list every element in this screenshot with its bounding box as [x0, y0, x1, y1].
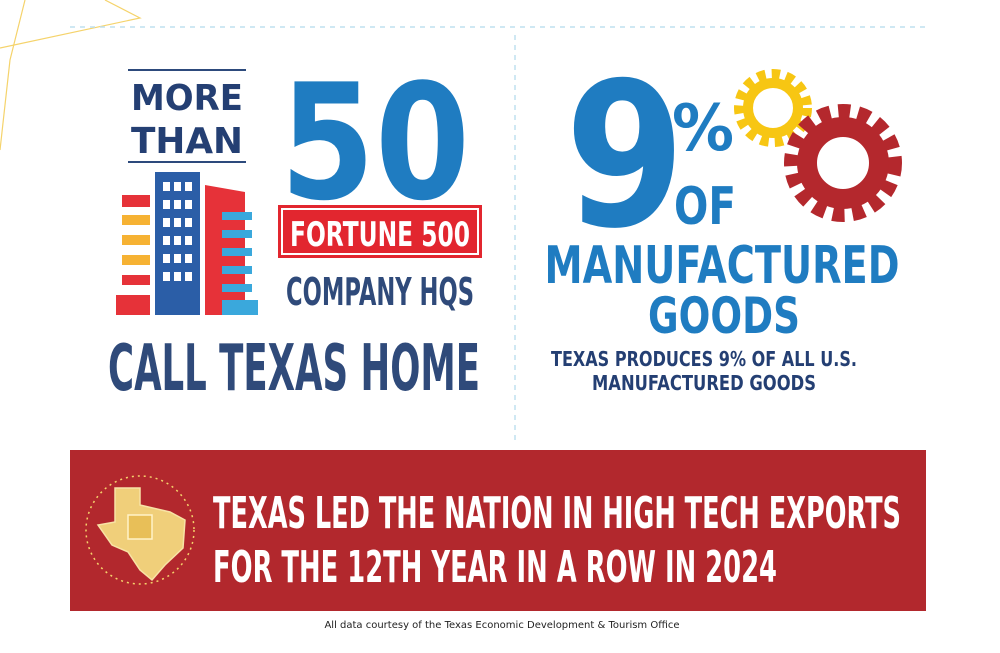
connector-text: OF: [674, 177, 736, 237]
lead-text: MORE: [131, 78, 243, 119]
gear-red: [784, 104, 902, 222]
closing-text: CALL TEXAS HOME: [108, 332, 480, 406]
banner-text: TEXAS LED THE NATION IN HIGH TECH EXPORT…: [213, 488, 901, 539]
headline-number: 50: [280, 49, 470, 236]
lead-text: THAN: [131, 121, 243, 162]
subject-text: MANUFACTURED: [545, 236, 900, 296]
subject-text: COMPANY HQS: [286, 270, 474, 314]
gear-yellow: [734, 69, 812, 147]
banner-box: [70, 450, 926, 611]
badge-text: FORTUNE 500: [290, 215, 470, 255]
caption-text: MANUFACTURED GOODS: [592, 371, 816, 395]
decoration: [0, 0, 142, 151]
left-panel: MORE THAN: [108, 49, 482, 406]
subject-text: GOODS: [648, 287, 800, 345]
banner: TEXAS LED THE NATION IN HIGH TECH EXPORT…: [70, 450, 926, 611]
right-panel: 9 % OF MANUFACTURED GOODS TEXAS PRODUCES…: [545, 40, 902, 395]
building-icon: [116, 172, 258, 315]
texas-chip-icon: [85, 475, 195, 585]
footer-text: All data courtesy of the Texas Economic …: [324, 620, 679, 631]
unit-text: %: [672, 92, 734, 166]
badge-border: [281, 208, 479, 255]
badge-box: [278, 205, 482, 258]
banner-text: FOR THE 12TH YEAR IN A ROW IN 2024: [213, 542, 777, 593]
headline-number: 9: [565, 40, 685, 273]
caption-text: TEXAS PRODUCES 9% OF ALL U.S.: [551, 347, 857, 371]
